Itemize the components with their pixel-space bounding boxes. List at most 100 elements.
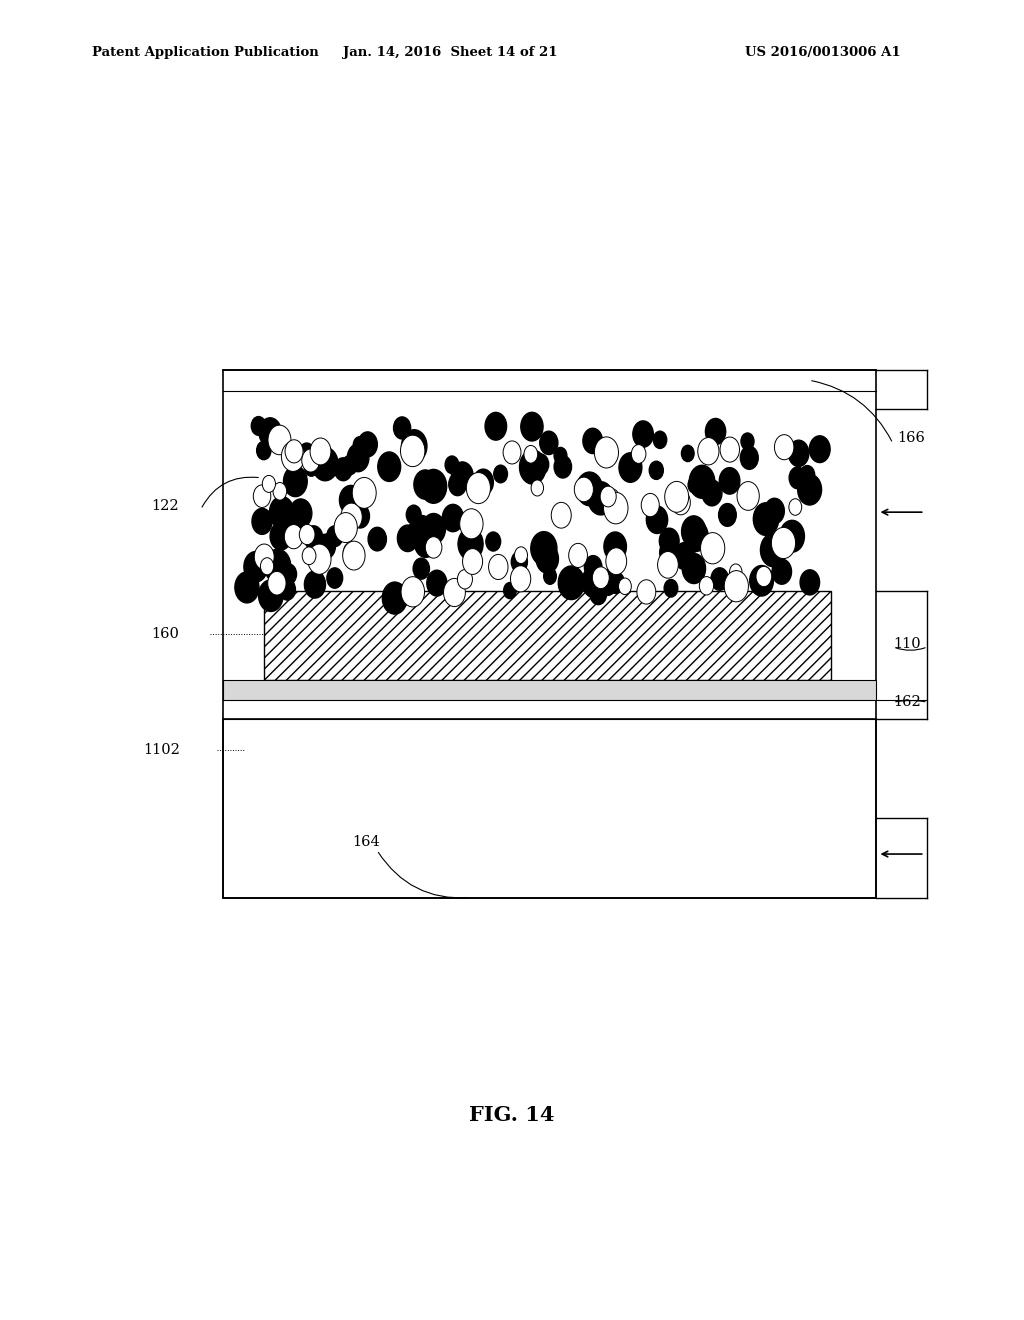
- Circle shape: [514, 546, 527, 564]
- Circle shape: [754, 503, 778, 536]
- Circle shape: [254, 544, 274, 570]
- Circle shape: [750, 565, 773, 597]
- Circle shape: [554, 447, 567, 463]
- Circle shape: [339, 486, 362, 515]
- Circle shape: [632, 445, 646, 463]
- Circle shape: [607, 572, 625, 594]
- Circle shape: [765, 498, 784, 524]
- Circle shape: [413, 558, 429, 579]
- Circle shape: [653, 432, 667, 449]
- Circle shape: [618, 453, 642, 482]
- Circle shape: [689, 465, 715, 498]
- Circle shape: [700, 532, 725, 564]
- Circle shape: [358, 432, 377, 457]
- Circle shape: [729, 564, 742, 579]
- Circle shape: [530, 532, 557, 565]
- Circle shape: [282, 441, 304, 471]
- Circle shape: [307, 544, 331, 574]
- Circle shape: [719, 467, 740, 494]
- Circle shape: [473, 469, 494, 495]
- Circle shape: [251, 417, 266, 436]
- Circle shape: [504, 582, 516, 599]
- Circle shape: [701, 480, 722, 506]
- Circle shape: [637, 579, 655, 605]
- Circle shape: [659, 528, 679, 553]
- Circle shape: [458, 569, 472, 589]
- Circle shape: [415, 529, 437, 557]
- Circle shape: [779, 520, 805, 552]
- Circle shape: [449, 473, 466, 495]
- Circle shape: [397, 525, 418, 552]
- Circle shape: [267, 572, 286, 595]
- Bar: [223, 370, 876, 898]
- Circle shape: [577, 473, 602, 506]
- Circle shape: [443, 578, 465, 607]
- Circle shape: [540, 432, 558, 454]
- Circle shape: [310, 438, 331, 465]
- Circle shape: [606, 548, 627, 574]
- Circle shape: [771, 528, 796, 558]
- Circle shape: [393, 417, 411, 440]
- Circle shape: [494, 465, 508, 483]
- Circle shape: [719, 503, 736, 527]
- Circle shape: [756, 566, 772, 586]
- Circle shape: [409, 516, 434, 549]
- Circle shape: [463, 549, 482, 574]
- Circle shape: [285, 524, 303, 549]
- Circle shape: [521, 412, 543, 441]
- Circle shape: [466, 473, 490, 504]
- Circle shape: [341, 503, 362, 531]
- Circle shape: [774, 434, 794, 459]
- Circle shape: [257, 441, 271, 459]
- Circle shape: [445, 455, 459, 474]
- Circle shape: [682, 553, 706, 583]
- Circle shape: [574, 477, 593, 502]
- Circle shape: [503, 441, 521, 463]
- Circle shape: [772, 560, 792, 585]
- Circle shape: [400, 436, 425, 467]
- Circle shape: [368, 527, 386, 550]
- Circle shape: [671, 490, 690, 515]
- Text: Jan. 14, 2016  Sheet 14 of 21: Jan. 14, 2016 Sheet 14 of 21: [343, 46, 558, 59]
- Circle shape: [316, 535, 336, 558]
- Circle shape: [252, 508, 272, 535]
- Circle shape: [284, 466, 307, 496]
- Circle shape: [665, 579, 678, 597]
- Circle shape: [488, 554, 508, 579]
- Text: US 2016/0013006 A1: US 2016/0013006 A1: [745, 46, 901, 59]
- Circle shape: [604, 488, 620, 510]
- Circle shape: [417, 525, 438, 553]
- Circle shape: [414, 470, 436, 499]
- Circle shape: [697, 437, 719, 465]
- Circle shape: [657, 552, 678, 578]
- Text: 166: 166: [897, 432, 925, 445]
- Circle shape: [551, 503, 571, 528]
- Circle shape: [724, 570, 749, 602]
- Circle shape: [422, 513, 445, 544]
- Bar: [223, 680, 876, 700]
- Circle shape: [312, 447, 338, 480]
- Circle shape: [603, 492, 628, 524]
- Circle shape: [273, 483, 287, 500]
- Circle shape: [280, 512, 295, 532]
- Circle shape: [352, 478, 376, 508]
- Circle shape: [302, 546, 316, 565]
- Circle shape: [285, 440, 303, 463]
- Circle shape: [711, 568, 728, 590]
- Circle shape: [699, 577, 714, 595]
- Text: 164: 164: [352, 836, 380, 849]
- Circle shape: [401, 430, 427, 462]
- Circle shape: [511, 552, 527, 573]
- Circle shape: [279, 579, 295, 601]
- Circle shape: [554, 455, 571, 478]
- Circle shape: [544, 568, 556, 585]
- Text: 160: 160: [152, 627, 179, 640]
- Circle shape: [304, 459, 318, 477]
- Circle shape: [485, 412, 507, 440]
- Circle shape: [343, 543, 359, 564]
- Circle shape: [327, 568, 343, 589]
- Text: 162: 162: [893, 696, 921, 709]
- Bar: [264, 591, 831, 680]
- Circle shape: [665, 482, 689, 512]
- Circle shape: [304, 570, 326, 598]
